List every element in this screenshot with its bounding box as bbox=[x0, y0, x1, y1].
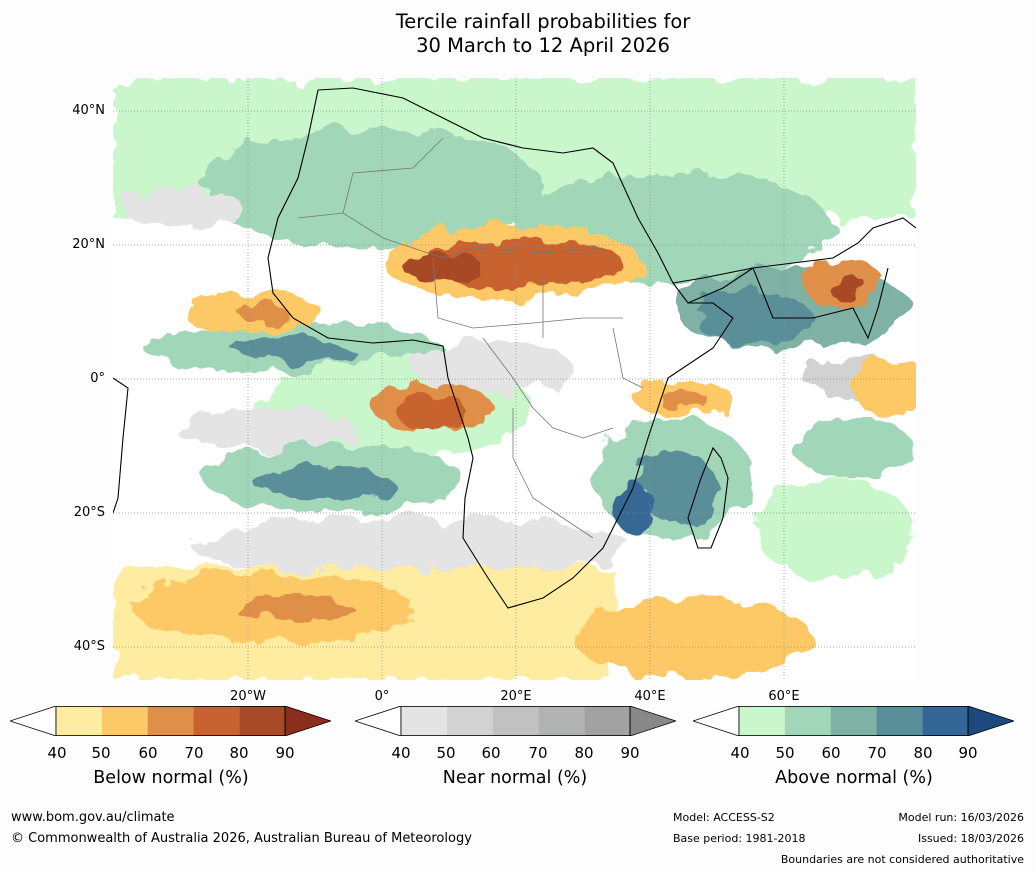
tick-label: 40 bbox=[730, 744, 750, 762]
footer-copyright: © Commonwealth of Australia 2026, Austra… bbox=[11, 831, 472, 846]
colorbar-frame bbox=[400, 706, 631, 737]
tick-label: 50 bbox=[91, 744, 111, 762]
title-line-1: Tercile rainfall probabilities for bbox=[395, 10, 691, 33]
tick-label: 50 bbox=[775, 744, 795, 762]
colorbar-segment bbox=[8, 705, 57, 737]
tick-label: 40 bbox=[391, 744, 411, 762]
colorbar-frame bbox=[55, 706, 286, 737]
tick-label: 90 bbox=[620, 744, 640, 762]
tick-label: 60 bbox=[481, 744, 501, 762]
lat-label: 40°S bbox=[73, 639, 105, 654]
lon-label: 20°E bbox=[500, 689, 532, 704]
map-svg bbox=[113, 78, 916, 680]
lon-label: 0° bbox=[374, 689, 390, 704]
colorbar-segment bbox=[239, 706, 285, 736]
tick-label: 50 bbox=[436, 744, 456, 762]
colorbar-below-normal bbox=[8, 705, 333, 737]
country-borders bbox=[297, 137, 644, 539]
colorbar-segment bbox=[56, 706, 102, 736]
tick-label: 60 bbox=[138, 744, 158, 762]
footer-disclaimer: Boundaries are not considered authoritat… bbox=[780, 853, 1024, 866]
tick-label: 40 bbox=[47, 744, 67, 762]
lon-label: 40°E bbox=[634, 689, 666, 704]
colorbar-segment bbox=[101, 706, 148, 736]
colorbar-title-below: Below normal (%) bbox=[93, 768, 249, 788]
rainfall-probability-map bbox=[113, 78, 916, 680]
colorbar-title-near: Near normal (%) bbox=[442, 768, 588, 788]
colorbar-segment bbox=[401, 706, 447, 736]
tick-label: 80 bbox=[913, 744, 933, 762]
tick-label: 70 bbox=[528, 744, 548, 762]
lat-label: 40°N bbox=[72, 103, 105, 118]
colorbar-segment bbox=[784, 706, 831, 736]
colorbar-segment bbox=[830, 706, 877, 736]
tick-label: 70 bbox=[184, 744, 204, 762]
colorbar-svg bbox=[691, 705, 1016, 737]
tick-label: 80 bbox=[574, 744, 594, 762]
colorbar-segment bbox=[876, 706, 923, 736]
colorbar-above-normal bbox=[691, 705, 1016, 737]
lon-label: 20°W bbox=[230, 689, 266, 704]
lat-label: 20°S bbox=[73, 505, 105, 520]
colorbar-segment bbox=[967, 705, 1016, 737]
tick-label: 80 bbox=[229, 744, 249, 762]
colorbar-segment bbox=[284, 705, 333, 737]
colorbar-segment bbox=[922, 706, 968, 736]
footer-issued: Issued: 18/03/2026 bbox=[917, 832, 1024, 845]
graticule bbox=[113, 78, 916, 680]
colorbar-segment bbox=[739, 706, 785, 736]
colorbar-frame bbox=[738, 706, 969, 737]
colorbar-segment bbox=[193, 706, 240, 736]
colorbar-svg bbox=[353, 705, 678, 737]
colorbar-segment bbox=[691, 705, 740, 737]
colorbar-near-normal bbox=[353, 705, 678, 737]
lon-label: 60°E bbox=[768, 689, 800, 704]
title-line-2: 30 March to 12 April 2026 bbox=[416, 34, 670, 57]
colorbar-segment bbox=[492, 706, 539, 736]
lat-label: 20°N bbox=[72, 237, 105, 252]
colorbar-segment bbox=[353, 705, 402, 737]
footer-url: www.bom.gov.au/climate bbox=[11, 810, 175, 825]
tick-label: 60 bbox=[821, 744, 841, 762]
colorbar-title-above: Above normal (%) bbox=[775, 768, 933, 788]
tick-label: 90 bbox=[958, 744, 978, 762]
footer-model: Model: ACCESS-S2 bbox=[673, 811, 775, 824]
colorbar-segment bbox=[629, 705, 678, 737]
colorbar-segment bbox=[147, 706, 194, 736]
colorbar-segment bbox=[584, 706, 630, 736]
colorbar-segment bbox=[538, 706, 585, 736]
footer-model-run: Model run: 16/03/2026 bbox=[898, 811, 1024, 824]
tick-label: 90 bbox=[275, 744, 295, 762]
tick-label: 70 bbox=[867, 744, 887, 762]
colorbar-segment bbox=[446, 706, 493, 736]
lat-label: 0° bbox=[90, 371, 105, 386]
chart-title: Tercile rainfall probabilities for 30 Ma… bbox=[0, 10, 1035, 58]
colorbar-svg bbox=[8, 705, 333, 737]
coastlines bbox=[113, 87, 916, 609]
footer-base-period: Base period: 1981-2018 bbox=[673, 832, 806, 845]
probability-fields bbox=[113, 78, 916, 680]
